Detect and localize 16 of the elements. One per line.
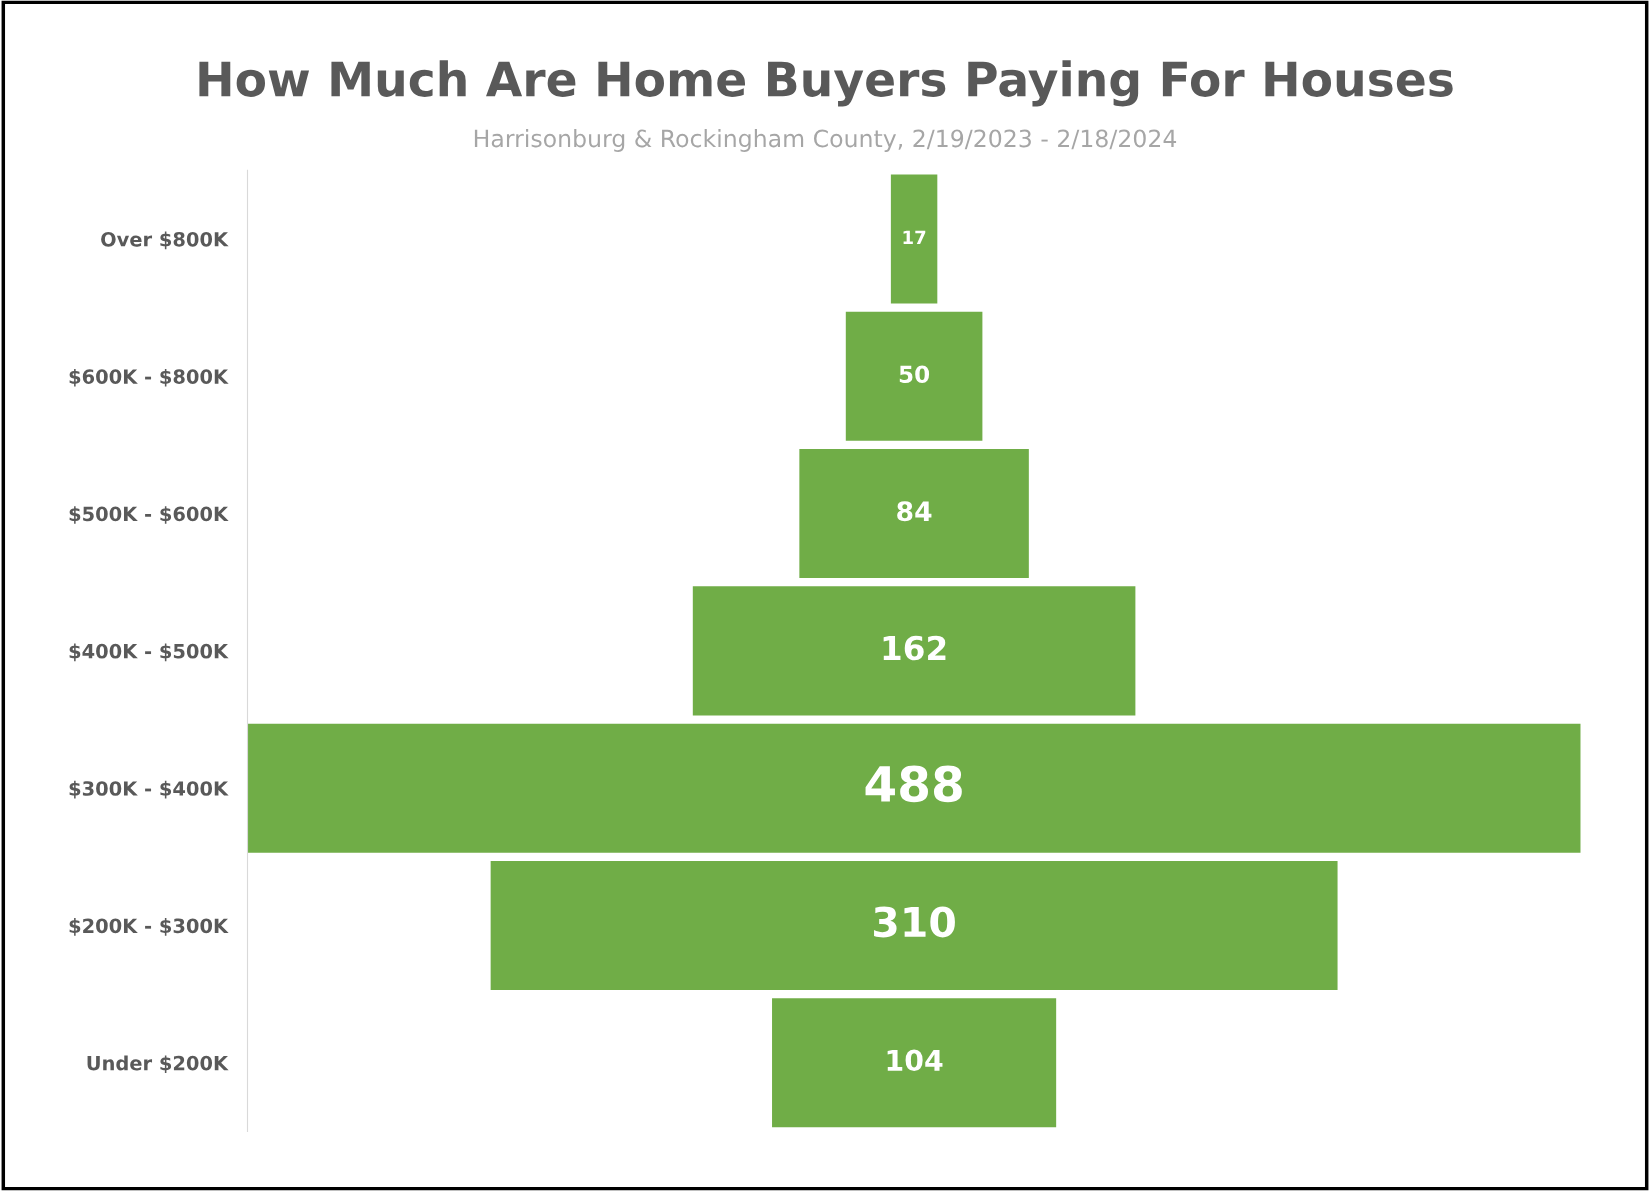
text: Harrisonburg & Rockingham County, 2/19/2023 - 2/18/2024 (474, 129, 1177, 152)
category-label: $400K - $500K (69, 643, 229, 662)
data-label: 162 (883, 635, 946, 661)
category-label: Over $800K (101, 231, 229, 250)
data-label: 488 (865, 765, 962, 803)
text: How Much Are Home Buyers Paying For Houses (199, 60, 1453, 107)
category-label: $600K - $800K (69, 368, 229, 387)
data-label: 17 (903, 230, 926, 244)
category-label: $200K - $300K (69, 918, 229, 936)
data-label: 84 (897, 501, 932, 522)
data-label: 50 (899, 365, 930, 383)
data-label: 104 (887, 1049, 943, 1072)
category-label: $500K - $600K (69, 506, 229, 524)
data-label: 310 (874, 906, 955, 938)
category-label: Under $200K (87, 1055, 229, 1074)
category-label: $300K - $400K (69, 780, 229, 799)
